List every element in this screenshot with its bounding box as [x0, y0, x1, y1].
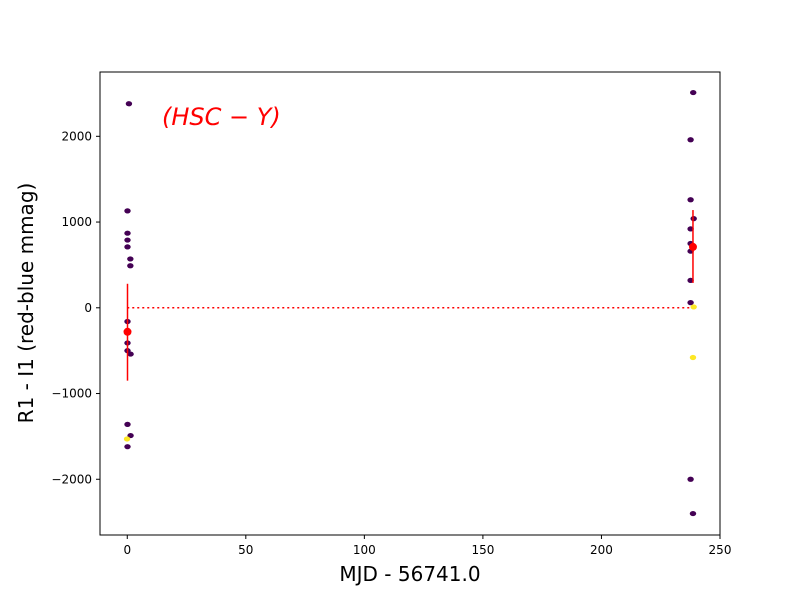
x-tick-label: 0	[123, 543, 131, 557]
data-point	[127, 256, 134, 262]
y-axis-title: R1 - I1 (red-blue mmag)	[14, 183, 38, 424]
data-point	[125, 101, 133, 107]
y-axis: −2000 −1000 0 1000 2000	[51, 129, 100, 486]
y-tick-label: 0	[84, 301, 92, 315]
means-layer	[123, 210, 697, 381]
x-axis-title: MJD - 56741.0	[339, 562, 480, 586]
data-point	[687, 300, 694, 306]
x-tick-label: 200	[590, 543, 613, 557]
data-point	[127, 263, 134, 269]
x-tick-label: 150	[471, 543, 494, 557]
data-point	[124, 237, 131, 243]
x-axis: 0 50 100 150 200 250	[123, 535, 731, 557]
data-point	[124, 444, 131, 450]
data-point	[124, 208, 131, 214]
data-point	[687, 277, 694, 283]
data-point	[687, 197, 694, 203]
points-layer	[123, 89, 697, 517]
data-point	[124, 244, 131, 250]
data-point	[124, 230, 131, 236]
data-point	[687, 137, 694, 143]
y-tick-label: 1000	[61, 215, 92, 229]
data-point	[690, 304, 697, 310]
data-point	[689, 354, 697, 361]
data-point	[687, 476, 694, 482]
annotation-label: (HSC − Y)	[162, 103, 281, 131]
data-point	[689, 510, 697, 517]
data-point	[690, 89, 697, 96]
x-tick-label: 250	[709, 543, 732, 557]
plot-frame	[99, 71, 721, 536]
data-point	[123, 436, 131, 442]
data-point	[124, 421, 131, 427]
mean-marker	[123, 327, 132, 336]
y-tick-label: 2000	[61, 129, 92, 143]
y-tick-label: −2000	[51, 472, 92, 486]
mean-marker	[688, 242, 697, 251]
y-tick-label: −1000	[51, 387, 92, 401]
data-point	[127, 351, 134, 357]
data-point	[127, 432, 134, 439]
data-point	[687, 226, 694, 232]
x-tick-label: 100	[353, 543, 376, 557]
x-tick-label: 50	[238, 543, 253, 557]
